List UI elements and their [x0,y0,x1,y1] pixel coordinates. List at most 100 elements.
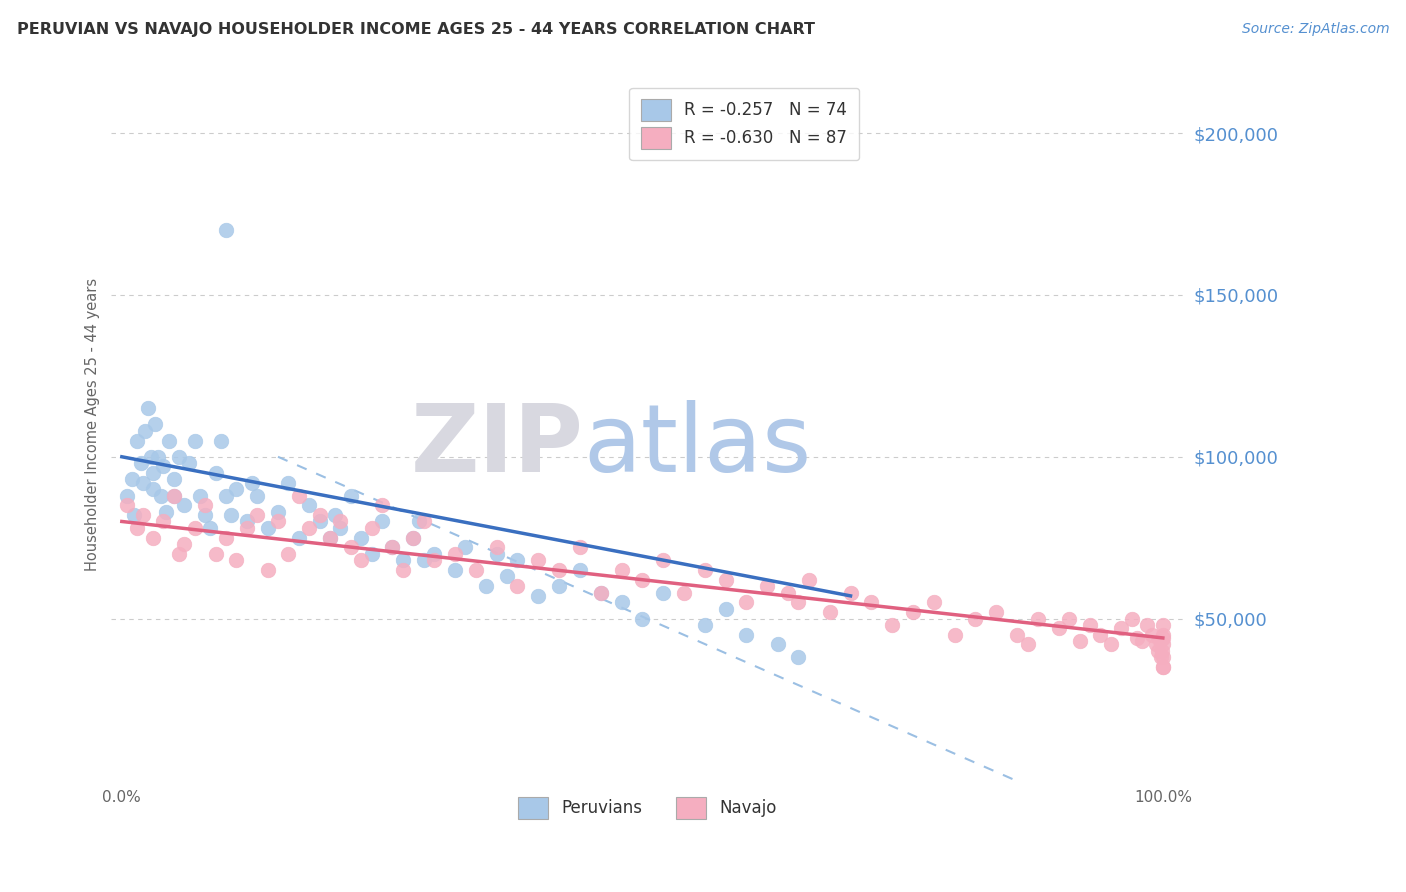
Point [464,563,486,577]
Point [965,611,987,625]
Point [323,508,346,522]
Point [235,515,257,529]
Point [121,472,143,486]
Point [131,508,153,522]
Text: atlas: atlas [583,400,811,491]
Point [1152,650,1174,665]
Point [225,553,247,567]
Point [1005,628,1028,642]
Point [412,553,434,567]
Point [693,618,716,632]
Point [506,579,529,593]
Point [1057,611,1080,625]
Point [485,541,508,555]
Legend: Peruvians, Navajo: Peruvians, Navajo [512,790,783,825]
Point [1152,628,1174,642]
Point [215,489,238,503]
Text: ZIP: ZIP [411,400,583,491]
Point [714,602,737,616]
Point [148,450,170,464]
Point [277,475,299,490]
Point [1152,618,1174,632]
Point [735,628,758,642]
Point [183,434,205,448]
Point [589,585,612,599]
Point [1017,637,1039,651]
Point [610,563,633,577]
Point [496,569,519,583]
Point [568,563,591,577]
Point [943,628,966,642]
Point [527,553,550,567]
Point [340,489,363,503]
Point [136,401,159,416]
Point [157,434,180,448]
Point [392,553,415,567]
Point [115,498,138,512]
Point [179,456,201,470]
Point [652,585,675,599]
Point [319,531,342,545]
Point [548,563,571,577]
Point [423,547,446,561]
Point [860,595,883,609]
Point [277,547,299,561]
Point [568,541,591,555]
Point [127,521,149,535]
Point [1152,660,1174,674]
Point [1078,618,1101,632]
Point [1099,637,1122,651]
Point [787,595,810,609]
Point [288,489,311,503]
Point [267,505,290,519]
Point [329,521,352,535]
Point [1152,660,1174,674]
Point [631,573,654,587]
Point [766,637,789,651]
Point [693,563,716,577]
Point [735,595,758,609]
Point [360,547,382,561]
Point [882,618,904,632]
Point [200,521,222,535]
Point [818,605,841,619]
Point [986,605,1008,619]
Point [444,563,467,577]
Point [1069,634,1091,648]
Point [714,573,737,587]
Point [115,489,138,503]
Point [163,489,186,503]
Point [204,466,226,480]
Point [423,553,446,567]
Point [173,537,195,551]
Point [246,508,269,522]
Point [124,508,146,522]
Point [127,434,149,448]
Point [360,521,382,535]
Point [173,498,195,512]
Point [1150,644,1173,658]
Point [454,541,477,555]
Point [412,515,434,529]
Point [209,434,232,448]
Point [319,531,342,545]
Point [1146,644,1168,658]
Point [548,579,571,593]
Point [610,595,633,609]
Point [444,547,467,561]
Point [408,515,430,529]
Point [139,450,162,464]
Point [1142,628,1164,642]
Text: PERUVIAN VS NAVAJO HOUSEHOLDER INCOME AGES 25 - 44 YEARS CORRELATION CHART: PERUVIAN VS NAVAJO HOUSEHOLDER INCOME AG… [17,22,815,37]
Point [1136,618,1159,632]
Point [1152,637,1174,651]
Point [1150,650,1173,665]
Point [152,459,174,474]
Point [652,553,675,567]
Point [155,505,177,519]
Point [143,417,166,432]
Point [308,515,330,529]
Point [1152,631,1174,645]
Point [163,472,186,486]
Point [350,531,373,545]
